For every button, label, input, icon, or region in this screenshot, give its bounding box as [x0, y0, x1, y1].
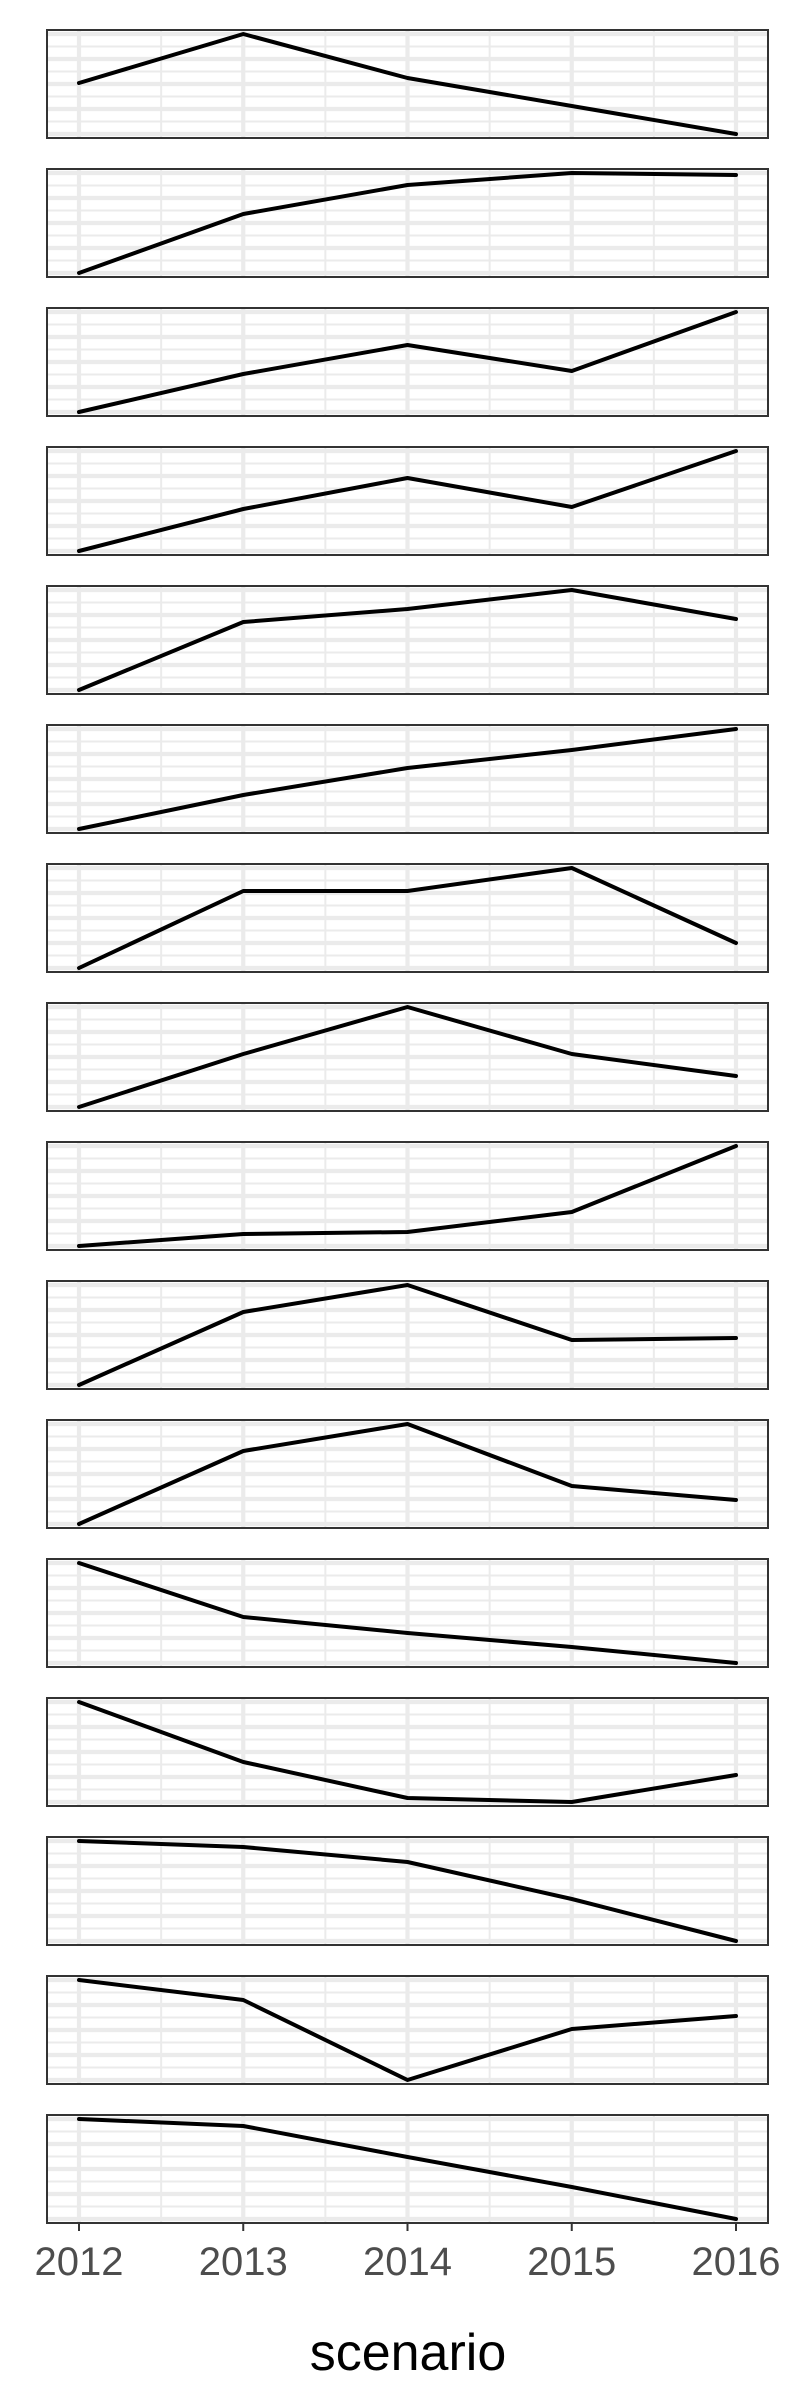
- panel-7: [46, 863, 769, 973]
- panel-1: [46, 29, 769, 139]
- x-axis-title: scenario: [310, 2324, 507, 2382]
- panels-group: [46, 29, 769, 2224]
- x-tick-label: 2012: [35, 2240, 124, 2284]
- panel-border: [46, 1558, 769, 1668]
- panel-3: [46, 307, 769, 417]
- panel-11: [46, 1419, 769, 1529]
- panel-5: [46, 585, 769, 695]
- panel-border: [46, 724, 769, 834]
- panel-border: [46, 1141, 769, 1251]
- panel-8: [46, 1002, 769, 1112]
- panel-12: [46, 1558, 769, 1668]
- x-tick-label: 2013: [199, 2240, 288, 2284]
- panel-border: [46, 1002, 769, 1112]
- panel-border: [46, 307, 769, 417]
- panel-9: [46, 1141, 769, 1251]
- panel-14: [46, 1836, 769, 1946]
- x-tick-label: 2015: [527, 2240, 616, 2284]
- panel-border: [46, 585, 769, 695]
- panel-4: [46, 446, 769, 556]
- x-axis: 2012 2013 2014 2015 2016: [35, 2223, 781, 2284]
- x-tick-label: 2016: [692, 2240, 781, 2284]
- panel-border: [46, 1697, 769, 1807]
- panel-border: [46, 29, 769, 139]
- panel-16: [46, 2114, 769, 2224]
- panel-border: [46, 1836, 769, 1946]
- panel-border: [46, 1280, 769, 1390]
- panel-2: [46, 168, 769, 278]
- panel-border: [46, 446, 769, 556]
- panel-border: [46, 863, 769, 973]
- x-tick-label: 2014: [363, 2240, 452, 2284]
- panel-10: [46, 1280, 769, 1390]
- panel-6: [46, 724, 769, 834]
- panel-15: [46, 1975, 769, 2085]
- panel-13: [46, 1697, 769, 1807]
- panel-border: [46, 1975, 769, 2085]
- panel-border: [46, 168, 769, 278]
- panel-border: [46, 1419, 769, 1529]
